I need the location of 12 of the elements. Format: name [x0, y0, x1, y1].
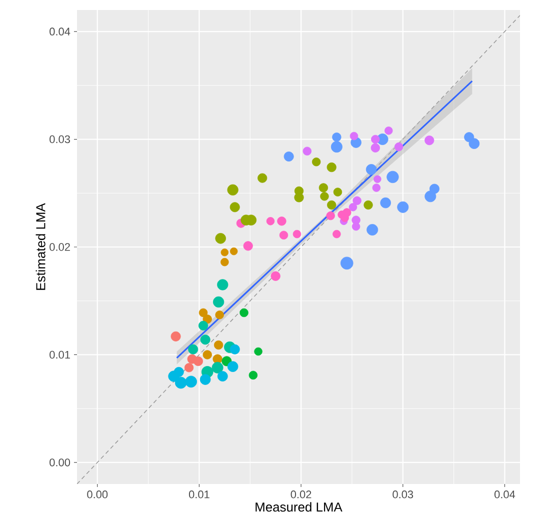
x-tick-label: 0.04 [494, 490, 516, 498]
y-tick-label: 0.01 [50, 350, 70, 359]
x-tick-label: 0.00 [87, 490, 108, 498]
y-tick-label: 0.02 [50, 243, 70, 251]
x-tick-label: 0.03 [392, 490, 414, 498]
y-axis-title: Estimated LMA [36, 203, 46, 290]
x-tick-label: 0.02 [290, 490, 312, 498]
x-axis-title: Measured LMA [256, 502, 342, 512]
y-tick-label: 0.00 [50, 458, 70, 466]
x-tick-label: 0.01 [188, 490, 210, 498]
y-tick-label: 0.04 [50, 28, 70, 36]
y-tick-label: 0.03 [50, 135, 70, 144]
